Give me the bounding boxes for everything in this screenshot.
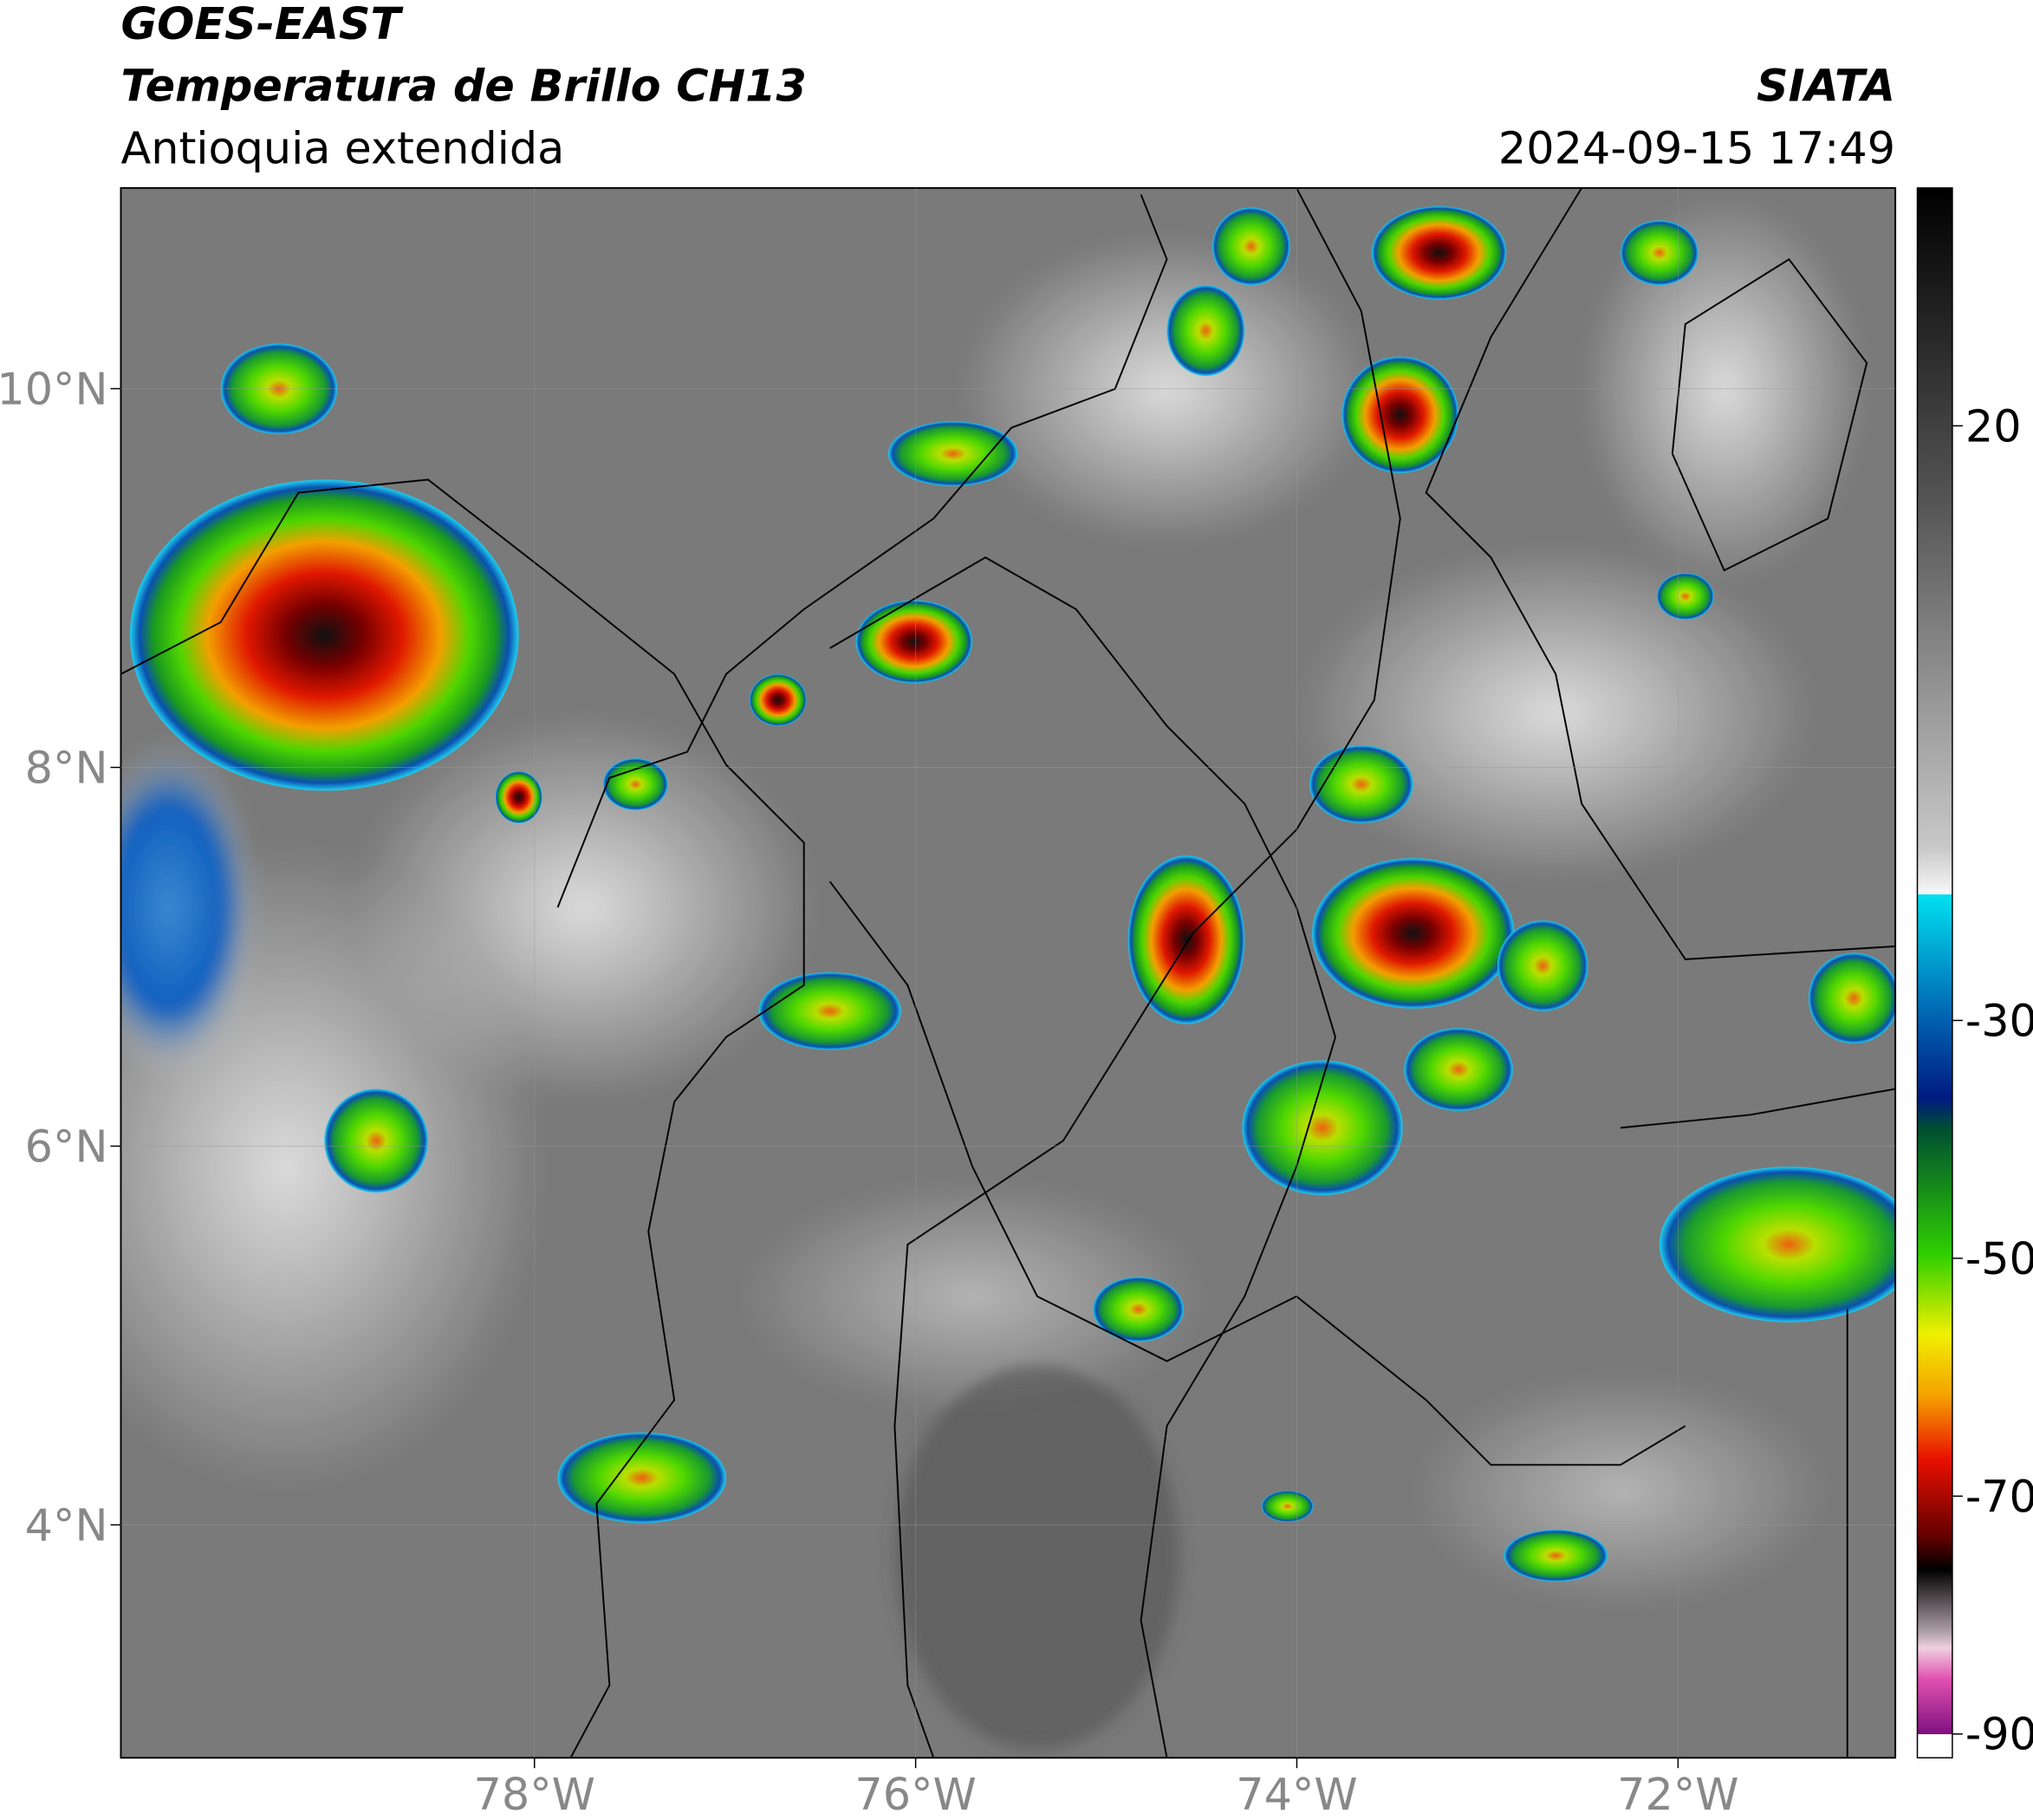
y-tick-label: 4°N	[25, 1499, 108, 1550]
colorbar-tick-label: -50	[1965, 1233, 2033, 1284]
colorbar-tick-label: 20	[1965, 400, 2022, 452]
x-tick-label: 78°W	[474, 1769, 595, 1820]
colorbar-tick-label: -70	[1965, 1471, 2033, 1522]
colorbar-tick-label: -90	[1965, 1709, 2033, 1760]
colorbar	[1916, 187, 1953, 1758]
colorbar-tick-label: -30	[1965, 995, 2033, 1046]
x-tick-label: 72°W	[1617, 1769, 1738, 1820]
region: Antioquia extendida	[120, 122, 564, 173]
x-tick-label: 76°W	[854, 1769, 976, 1820]
y-tick-label: 10°N	[0, 363, 107, 414]
datetime: 2024-09-15 17:49	[1498, 122, 1895, 173]
source: SIATA	[1757, 61, 1895, 112]
map-image	[120, 187, 1896, 1758]
y-tick-label: 8°N	[25, 742, 108, 793]
map-frame	[120, 186, 1897, 1759]
x-tick-label: 74°W	[1236, 1769, 1357, 1820]
title: GOES-EAST	[120, 0, 404, 49]
y-tick-label: 6°N	[25, 1121, 108, 1172]
subtitle: Temperatura de Brillo CH13	[120, 61, 806, 112]
